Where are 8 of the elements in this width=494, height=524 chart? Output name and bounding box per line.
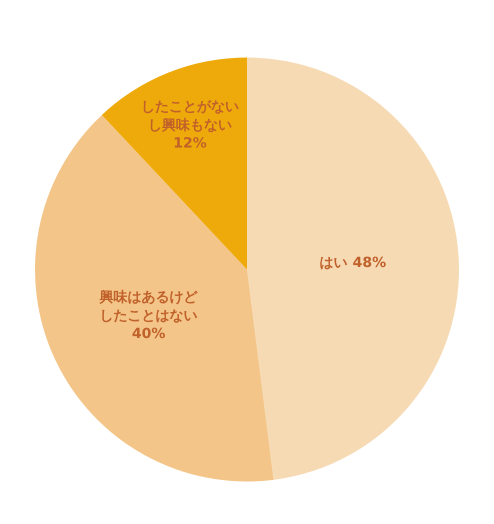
pie-slice xyxy=(247,58,459,480)
slice-label: はい 48% xyxy=(320,254,386,271)
slice-label: 興味はあるけどしたことはない xyxy=(98,290,199,324)
pie-slice xyxy=(102,58,247,270)
data-label: 12% xyxy=(173,136,207,152)
data-label: 40% xyxy=(132,326,166,342)
slice-label: したことがないし興味もない xyxy=(140,99,239,134)
pie-slice xyxy=(35,114,274,482)
